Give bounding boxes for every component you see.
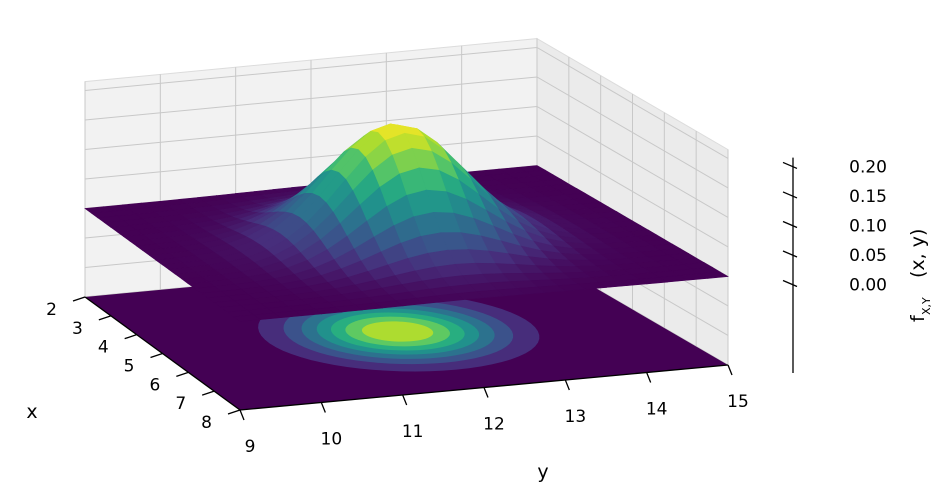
z-tick: [783, 192, 797, 198]
y-tick-label: 14: [646, 400, 668, 420]
x-tick-label: 8: [201, 413, 212, 433]
x-axis-title: x: [26, 401, 37, 423]
z-tick-label: 0.10: [849, 216, 887, 236]
y-tick: [240, 410, 244, 420]
x-tick: [125, 335, 137, 339]
z-axis-title-sub: X,Y: [920, 297, 933, 315]
z-tick-label: 0.05: [849, 246, 887, 266]
y-tick-label: 9: [245, 437, 256, 457]
y-tick-label: 12: [483, 415, 505, 435]
z-tick: [783, 162, 797, 168]
x-tick-label: 2: [46, 300, 57, 320]
x-tick: [73, 297, 85, 301]
x-tick: [176, 372, 188, 376]
x-tick-label: 4: [98, 338, 109, 358]
y-tick: [321, 403, 325, 413]
x-tick: [99, 316, 111, 320]
y-tick: [728, 365, 732, 375]
x-tick-label: 6: [150, 375, 161, 395]
x-tick: [151, 354, 163, 358]
y-tick-label: 11: [402, 422, 424, 442]
y-tick-label: 10: [321, 430, 343, 450]
x-tick: [202, 391, 214, 395]
z-tick: [783, 251, 797, 257]
y-axis-title: y: [537, 461, 548, 483]
x-tick-label: 3: [72, 319, 83, 339]
x-tick-label: 5: [124, 357, 135, 377]
z-tick-label: 0.00: [849, 275, 887, 295]
z-axis-title: fX,Y(x, y): [907, 229, 933, 322]
z-tick: [783, 221, 797, 227]
z-tick-label: 0.15: [849, 187, 887, 207]
y-tick-label: 15: [727, 392, 749, 412]
y-tick: [484, 388, 488, 398]
y-tick-label: 13: [565, 407, 587, 427]
y-tick: [565, 380, 569, 390]
y-tick: [647, 373, 651, 383]
y-tick: [403, 395, 407, 405]
x-tick-label: 7: [175, 394, 186, 414]
z-tick: [783, 280, 797, 286]
z-axis-title-args: (x, y): [907, 229, 929, 278]
x-tick: [228, 410, 240, 414]
z-tick-label: 0.20: [849, 157, 887, 177]
